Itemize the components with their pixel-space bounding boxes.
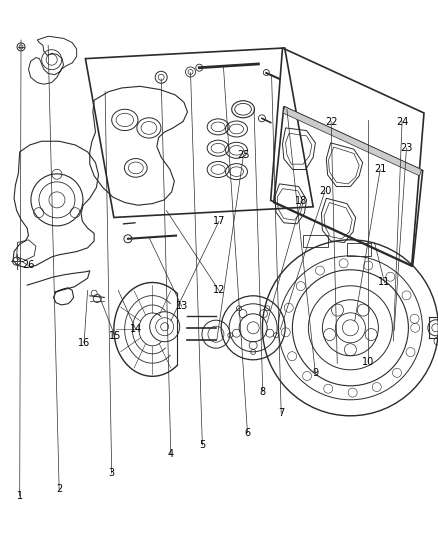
Text: 25: 25 bbox=[237, 150, 250, 159]
Text: 10: 10 bbox=[362, 358, 374, 367]
Text: 2: 2 bbox=[56, 484, 62, 494]
Text: 13: 13 bbox=[176, 302, 188, 311]
Text: 23: 23 bbox=[400, 143, 413, 153]
Text: 4: 4 bbox=[168, 449, 174, 459]
Text: 12: 12 bbox=[213, 286, 225, 295]
Polygon shape bbox=[283, 107, 421, 176]
Text: 15: 15 bbox=[109, 331, 121, 341]
Text: 21: 21 bbox=[374, 165, 386, 174]
Text: 3: 3 bbox=[109, 469, 115, 478]
Text: 8: 8 bbox=[260, 387, 266, 397]
Text: 14: 14 bbox=[130, 325, 142, 334]
Text: 7: 7 bbox=[278, 408, 284, 418]
Text: 26: 26 bbox=[22, 261, 35, 270]
Text: 1: 1 bbox=[17, 491, 23, 500]
Text: 11: 11 bbox=[378, 278, 391, 287]
Text: 17: 17 bbox=[213, 216, 225, 226]
Text: 18: 18 bbox=[295, 197, 307, 206]
Text: 9: 9 bbox=[312, 368, 318, 378]
Text: 6: 6 bbox=[244, 428, 251, 438]
Text: 22: 22 bbox=[325, 117, 337, 126]
Text: 20: 20 bbox=[319, 186, 331, 196]
Text: 5: 5 bbox=[199, 440, 205, 450]
Text: 24: 24 bbox=[396, 117, 408, 126]
Text: 16: 16 bbox=[78, 338, 90, 348]
